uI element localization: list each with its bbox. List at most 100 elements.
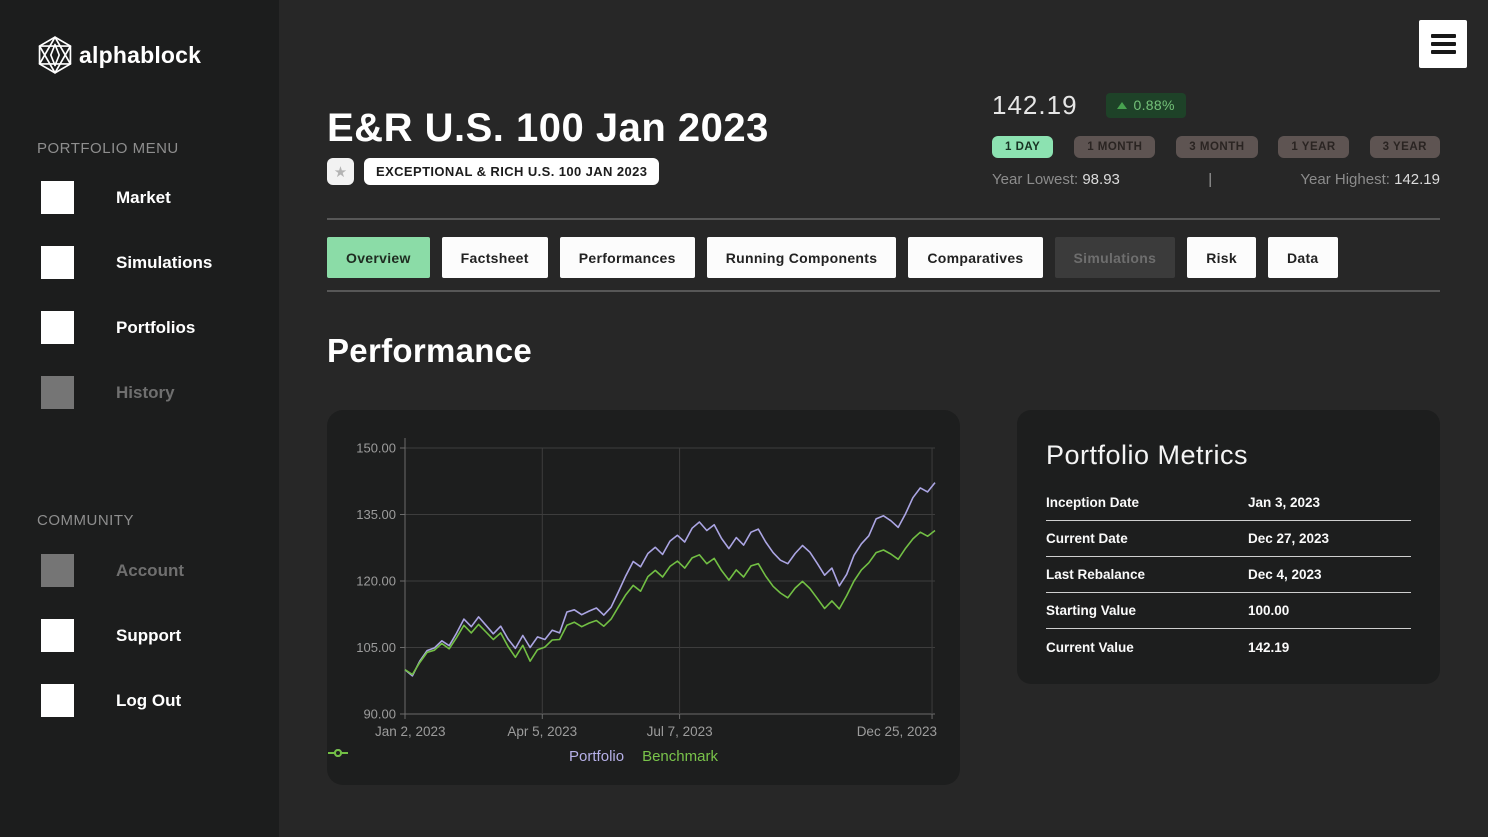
metric-value: 142.19 — [1248, 639, 1290, 655]
svg-text:150.00: 150.00 — [356, 441, 396, 456]
svg-text:Jul 7, 2023: Jul 7, 2023 — [647, 724, 713, 739]
brand-name: alphablock — [79, 41, 202, 68]
svg-text:90.00: 90.00 — [363, 707, 396, 722]
sidebar-item-simulations[interactable]: Simulations — [41, 246, 261, 279]
svg-text:120.00: 120.00 — [356, 574, 396, 589]
sidebar-item-label: Account — [116, 560, 184, 580]
tab-data[interactable]: Data — [1267, 237, 1338, 278]
chart-legend: Portfolio Benchmark — [327, 748, 960, 765]
metric-label: Starting Value — [1046, 603, 1137, 618]
sidebar-item-label: Support — [116, 625, 182, 645]
star-icon: ★ — [333, 163, 348, 181]
sidebar-item-account: Account — [41, 554, 261, 587]
support-icon — [41, 619, 74, 652]
sidebar-item-history: History — [41, 376, 261, 409]
performance-chart-card: 150.00 135.00 120.00 105.00 90.00 Jan 2, 2023… — [327, 410, 960, 785]
brand-logo[interactable]: alphablock — [34, 34, 201, 76]
metric-row-current-date: Current Date Dec 27, 2023 — [1046, 521, 1411, 557]
hamburger-icon — [1430, 34, 1456, 38]
performance-heading: Performance — [327, 332, 533, 369]
title-badges: ★ EXCEPTIONAL & RICH U.S. 100 JAN 2023 — [327, 158, 660, 185]
metric-label: Current Date — [1046, 531, 1128, 546]
metric-value: Jan 3, 2023 — [1248, 495, 1321, 510]
metric-row-current-value: Current Value 142.19 — [1046, 629, 1411, 665]
main-content: E&R U.S. 100 Jan 2023 ★ EXCEPTIONAL & RI… — [279, 0, 1488, 837]
current-price: 142.19 — [992, 89, 1078, 120]
change-percent: 0.88% — [1133, 97, 1175, 113]
change-badge: 0.88% — [1105, 92, 1186, 118]
tab-risk[interactable]: Risk — [1187, 237, 1256, 278]
svg-text:Apr 5, 2023: Apr 5, 2023 — [507, 724, 577, 739]
year-highest-label: Year Highest: — [1300, 171, 1390, 188]
tab-simulations: Simulations — [1054, 237, 1176, 278]
sidebar: alphablock PORTFOLIO MENU Market Simulat… — [0, 0, 279, 837]
portfolios-icon — [41, 311, 74, 344]
logout-icon — [41, 684, 74, 717]
performance-line-chart[interactable]: 150.00 135.00 120.00 105.00 90.00 Jan 2, 2023… — [327, 410, 960, 785]
metrics-title: Portfolio Metrics — [1046, 440, 1249, 470]
market-icon — [41, 181, 74, 214]
tab-bar: Overview Factsheet Performances Running … — [327, 237, 1338, 278]
sidebar-item-label: Log Out — [116, 690, 182, 710]
metric-value: 100.00 — [1248, 603, 1290, 618]
tab-overview[interactable]: Overview — [327, 237, 430, 278]
legend-label: Portfolio — [569, 748, 625, 765]
year-range: Year Lowest: 98.93 | Year Highest: 142.1… — [992, 171, 1440, 188]
arrow-up-icon — [1116, 101, 1127, 109]
alphablock-hexagram-icon — [38, 36, 72, 74]
metric-row-last-rebalance: Last Rebalance Dec 4, 2023 — [1046, 557, 1411, 593]
account-icon — [41, 554, 74, 587]
tab-comparatives[interactable]: Comparatives — [908, 237, 1043, 278]
hamburger-menu-button[interactable] — [1419, 20, 1467, 68]
year-lowest-label: Year Lowest: — [992, 171, 1079, 188]
legend-item-benchmark[interactable]: Benchmark — [328, 748, 718, 765]
period-button-1day[interactable]: 1 DAY — [992, 136, 1054, 158]
year-lowest: Year Lowest: 98.93 — [992, 171, 1120, 188]
period-selector: 1 DAY 1 MONTH 3 MONTH 1 YEAR 3 YEAR — [992, 136, 1440, 158]
period-button-1month[interactable]: 1 MONTH — [1074, 136, 1156, 158]
portfolio-fullname-badge: EXCEPTIONAL & RICH U.S. 100 JAN 2023 — [364, 158, 660, 185]
portfolio-metrics-card: Portfolio Metrics Inception Date Jan 3, … — [1017, 410, 1440, 684]
metric-label: Inception Date — [1046, 495, 1140, 510]
sidebar-item-label: Portfolios — [116, 317, 196, 337]
sidebar-item-support[interactable]: Support — [41, 619, 261, 652]
svg-text:Dec 25, 2023: Dec 25, 2023 — [857, 724, 937, 739]
metric-row-inception-date: Inception Date Jan 3, 2023 — [1046, 485, 1411, 521]
portfolio-menu-heading: PORTFOLIO MENU — [37, 140, 179, 157]
metric-value: Dec 27, 2023 — [1248, 531, 1330, 546]
metric-row-starting-value: Starting Value 100.00 — [1046, 593, 1411, 629]
svg-text:Jan 2, 2023: Jan 2, 2023 — [375, 724, 446, 739]
page-title: E&R U.S. 100 Jan 2023 — [327, 106, 769, 150]
header-divider — [327, 218, 1440, 220]
metric-label: Current Value — [1046, 639, 1134, 655]
tab-running-components[interactable]: Running Components — [706, 237, 897, 278]
tab-factsheet[interactable]: Factsheet — [441, 237, 548, 278]
legend-label: Benchmark — [642, 748, 718, 765]
period-button-3month[interactable]: 3 MONTH — [1176, 136, 1258, 158]
sidebar-item-portfolios[interactable]: Portfolios — [41, 311, 261, 344]
year-highest-value: 142.19 — [1394, 171, 1440, 188]
benchmark-line-marker-icon — [328, 749, 348, 757]
price-stats: 142.19 0.88% 1 DAY 1 MONTH 3 MONTH 1 YEA… — [992, 90, 1440, 188]
sidebar-item-market[interactable]: Market — [41, 181, 261, 214]
sidebar-item-logout[interactable]: Log Out — [41, 684, 261, 717]
community-heading: COMMUNITY — [37, 512, 134, 529]
tab-performances[interactable]: Performances — [559, 237, 695, 278]
range-separator: | — [1208, 171, 1213, 188]
metric-label: Last Rebalance — [1046, 567, 1146, 582]
svg-text:105.00: 105.00 — [356, 640, 396, 655]
sidebar-item-label: Simulations — [116, 252, 213, 272]
history-icon — [41, 376, 74, 409]
svg-text:135.00: 135.00 — [356, 507, 396, 522]
legend-item-portfolio[interactable]: Portfolio — [328, 748, 625, 765]
metric-value: Dec 4, 2023 — [1248, 567, 1322, 582]
year-lowest-value: 98.93 — [1082, 171, 1120, 188]
period-button-3year[interactable]: 3 YEAR — [1369, 136, 1440, 158]
sidebar-item-label: History — [116, 382, 175, 402]
sidebar-item-label: Market — [116, 187, 171, 207]
year-highest: Year Highest: 142.19 — [1300, 171, 1440, 188]
favorite-button[interactable]: ★ — [327, 158, 354, 185]
period-button-1year[interactable]: 1 YEAR — [1278, 136, 1349, 158]
simulations-icon — [41, 246, 74, 279]
